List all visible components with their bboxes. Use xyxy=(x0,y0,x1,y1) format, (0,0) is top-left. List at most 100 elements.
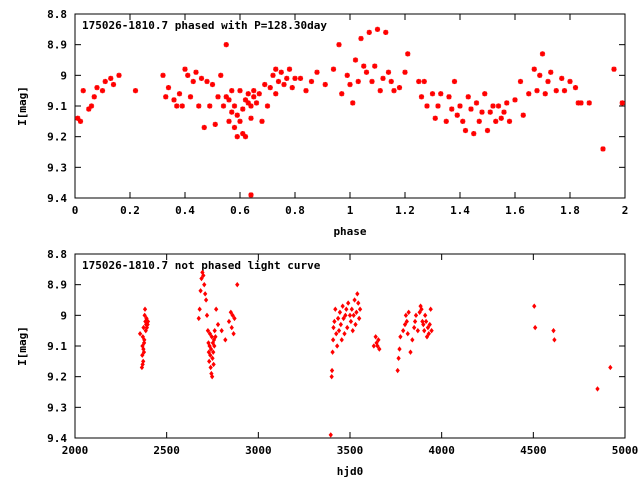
unphased-data-point xyxy=(347,312,353,319)
phased-data-point xyxy=(179,103,185,109)
phased-data-point xyxy=(572,85,579,91)
phased-data-point xyxy=(262,81,268,88)
unphased-data-point xyxy=(551,327,556,334)
phased-data-point xyxy=(281,81,287,88)
phased-data-point xyxy=(363,69,370,75)
phased-data-point xyxy=(385,69,392,75)
phased-data-point xyxy=(190,78,196,85)
unphased-data-point xyxy=(424,334,430,340)
unphased-data-point xyxy=(202,281,207,288)
unphased-data-point xyxy=(532,303,537,309)
phased-data-point xyxy=(454,112,460,118)
phased-data-point xyxy=(91,94,97,100)
phased-data-point xyxy=(231,103,238,109)
phased-data-point xyxy=(526,91,532,97)
phased-data-point xyxy=(380,75,386,81)
phased-data-point xyxy=(559,75,565,81)
unphased-data-point xyxy=(412,318,418,325)
unphased-chart-title: 175026-1810.7 not phased light curve xyxy=(82,259,321,272)
phased-data-point xyxy=(240,106,246,112)
unphased-data-point xyxy=(211,349,216,355)
unphased-data-point xyxy=(401,327,406,334)
unphased-data-point xyxy=(595,386,600,392)
unphased-data-point xyxy=(406,309,411,315)
phased-data-point xyxy=(493,118,499,124)
phased-data-point xyxy=(567,78,573,85)
unphased-data-point xyxy=(403,312,409,319)
phased-data-point xyxy=(482,91,488,97)
unphased-data-point xyxy=(417,309,422,315)
phased-data-point xyxy=(220,103,227,109)
phased-data-point xyxy=(209,81,216,88)
unphased-x-tick-label: 2000 xyxy=(62,444,89,457)
phased-y-tick-label: 9.1 xyxy=(47,100,67,113)
phased-data-point xyxy=(163,94,169,100)
unphased-data-point xyxy=(223,337,228,343)
unphased-data-point xyxy=(145,318,151,325)
phased-data-point xyxy=(207,103,213,109)
phased-data-point xyxy=(308,78,315,85)
unphased-data-point xyxy=(209,373,215,380)
unphased-data-point xyxy=(140,352,145,358)
unphased-data-point xyxy=(219,327,224,334)
unphased-data-point xyxy=(415,327,420,334)
phased-data-point xyxy=(99,88,106,94)
unphased-data-point xyxy=(201,272,206,279)
unphased-y-tick-label: 9.2 xyxy=(47,371,67,384)
phased-data-point xyxy=(108,75,114,81)
phased-data-point xyxy=(501,109,507,115)
unphased-data-point xyxy=(141,324,146,331)
phased-data-point xyxy=(531,66,537,72)
unphased-data-point xyxy=(346,300,351,306)
phased-data-point xyxy=(352,57,359,63)
phased-y-tick-label: 9.2 xyxy=(47,131,67,144)
phased-data-point xyxy=(253,100,260,106)
phased-data-point xyxy=(586,100,592,106)
unphased-data-point xyxy=(205,327,211,334)
phased-data-point xyxy=(264,103,271,109)
unphased-data-point xyxy=(198,288,203,294)
unphased-data-point xyxy=(209,334,214,340)
phased-data-point xyxy=(231,124,238,131)
unphased-data-point xyxy=(350,327,355,334)
unphased-data-point xyxy=(140,334,145,340)
unphased-data-point xyxy=(207,343,212,349)
phased-data-point xyxy=(132,88,139,94)
unphased-data-point xyxy=(423,312,428,319)
phased-data-point xyxy=(226,118,232,124)
unphased-data-point xyxy=(208,352,213,358)
phased-data-point xyxy=(421,78,427,85)
unphased-data-point xyxy=(421,321,426,328)
unphased-data-point xyxy=(334,331,339,337)
phased-data-point xyxy=(218,72,224,78)
phased-data-point xyxy=(429,91,436,97)
phased-data-point xyxy=(416,78,422,85)
phased-x-tick-label: 1.2 xyxy=(395,204,415,217)
phased-data-point xyxy=(185,72,191,78)
unphased-data-point xyxy=(429,327,434,334)
unphased-data-point xyxy=(425,324,431,331)
phased-data-point xyxy=(446,94,452,100)
phased-y-tick-label: 9.3 xyxy=(47,161,67,174)
phased-data-point xyxy=(372,63,378,69)
phased-data-point xyxy=(80,88,86,94)
phased-data-point xyxy=(286,66,293,72)
unphased-y-axis-label: I[mag] xyxy=(16,326,29,366)
unphased-data-point xyxy=(344,306,349,312)
unphased-data-point xyxy=(328,432,333,438)
unphased-data-point xyxy=(331,324,336,331)
unphased-data-point xyxy=(211,337,217,343)
unphased-data-point xyxy=(231,331,236,337)
unphased-data-point xyxy=(352,297,357,303)
phased-data-point xyxy=(520,112,526,118)
phased-data-point xyxy=(215,94,221,100)
unphased-data-point xyxy=(335,343,340,349)
phased-data-point xyxy=(432,115,438,121)
unphased-data-point xyxy=(204,312,210,319)
phased-data-point xyxy=(248,115,254,121)
phased-data-point xyxy=(561,88,568,94)
phased-data-point xyxy=(512,97,518,103)
phased-data-point xyxy=(487,109,493,115)
unphased-data-point xyxy=(402,321,408,328)
